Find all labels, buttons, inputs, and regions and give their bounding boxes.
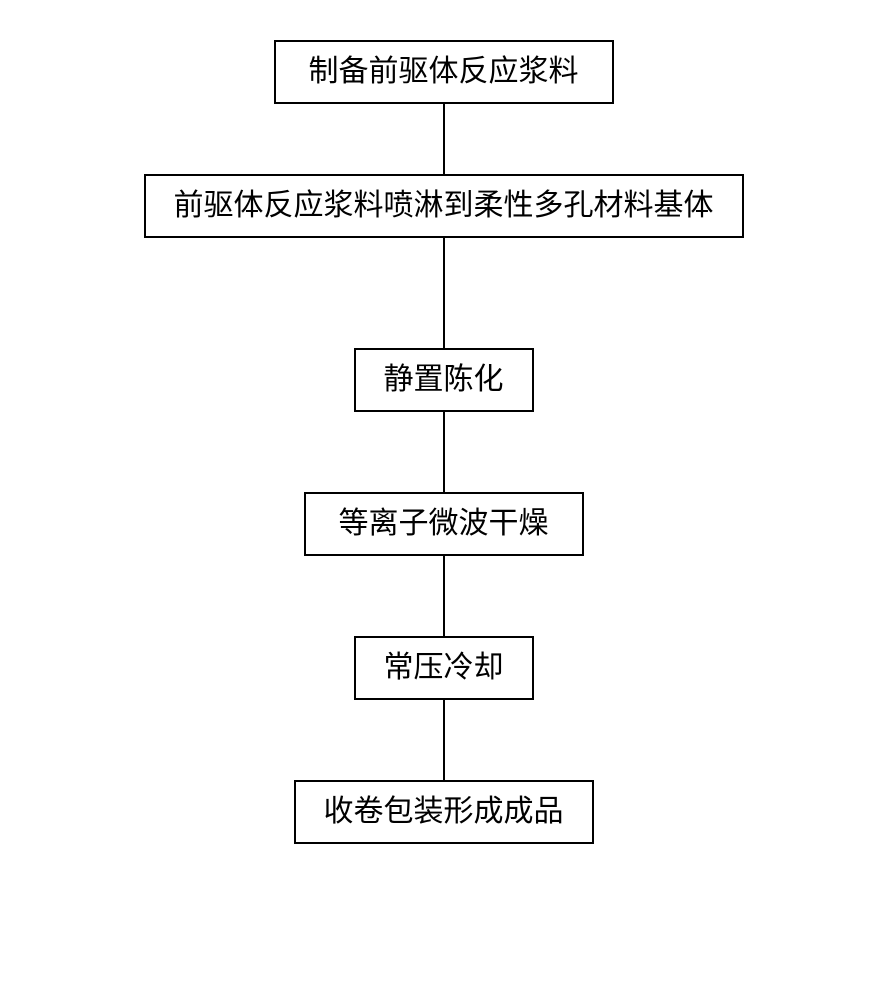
node-label: 等离子微波干燥 [339,507,549,540]
flowchart-connector [443,700,445,780]
node-label: 收卷包装形成成品 [324,795,564,828]
flowchart-node-5: 常压冷却 [354,636,534,700]
flowchart-connector [443,238,445,348]
node-label: 静置陈化 [384,363,504,396]
flowchart-connector [443,556,445,636]
flowchart-node-6: 收卷包装形成成品 [294,780,594,844]
flowchart-node-2: 前驱体反应浆料喷淋到柔性多孔材料基体 [144,174,744,238]
node-label: 制备前驱体反应浆料 [309,55,579,88]
flowchart-container: 制备前驱体反应浆料 前驱体反应浆料喷淋到柔性多孔材料基体 静置陈化 等离子微波干… [144,40,744,844]
node-label: 前驱体反应浆料喷淋到柔性多孔材料基体 [174,189,714,222]
node-label: 常压冷却 [384,651,504,684]
flowchart-node-3: 静置陈化 [354,348,534,412]
flowchart-connector [443,104,445,174]
flowchart-node-1: 制备前驱体反应浆料 [274,40,614,104]
flowchart-connector [443,412,445,492]
flowchart-node-4: 等离子微波干燥 [304,492,584,556]
